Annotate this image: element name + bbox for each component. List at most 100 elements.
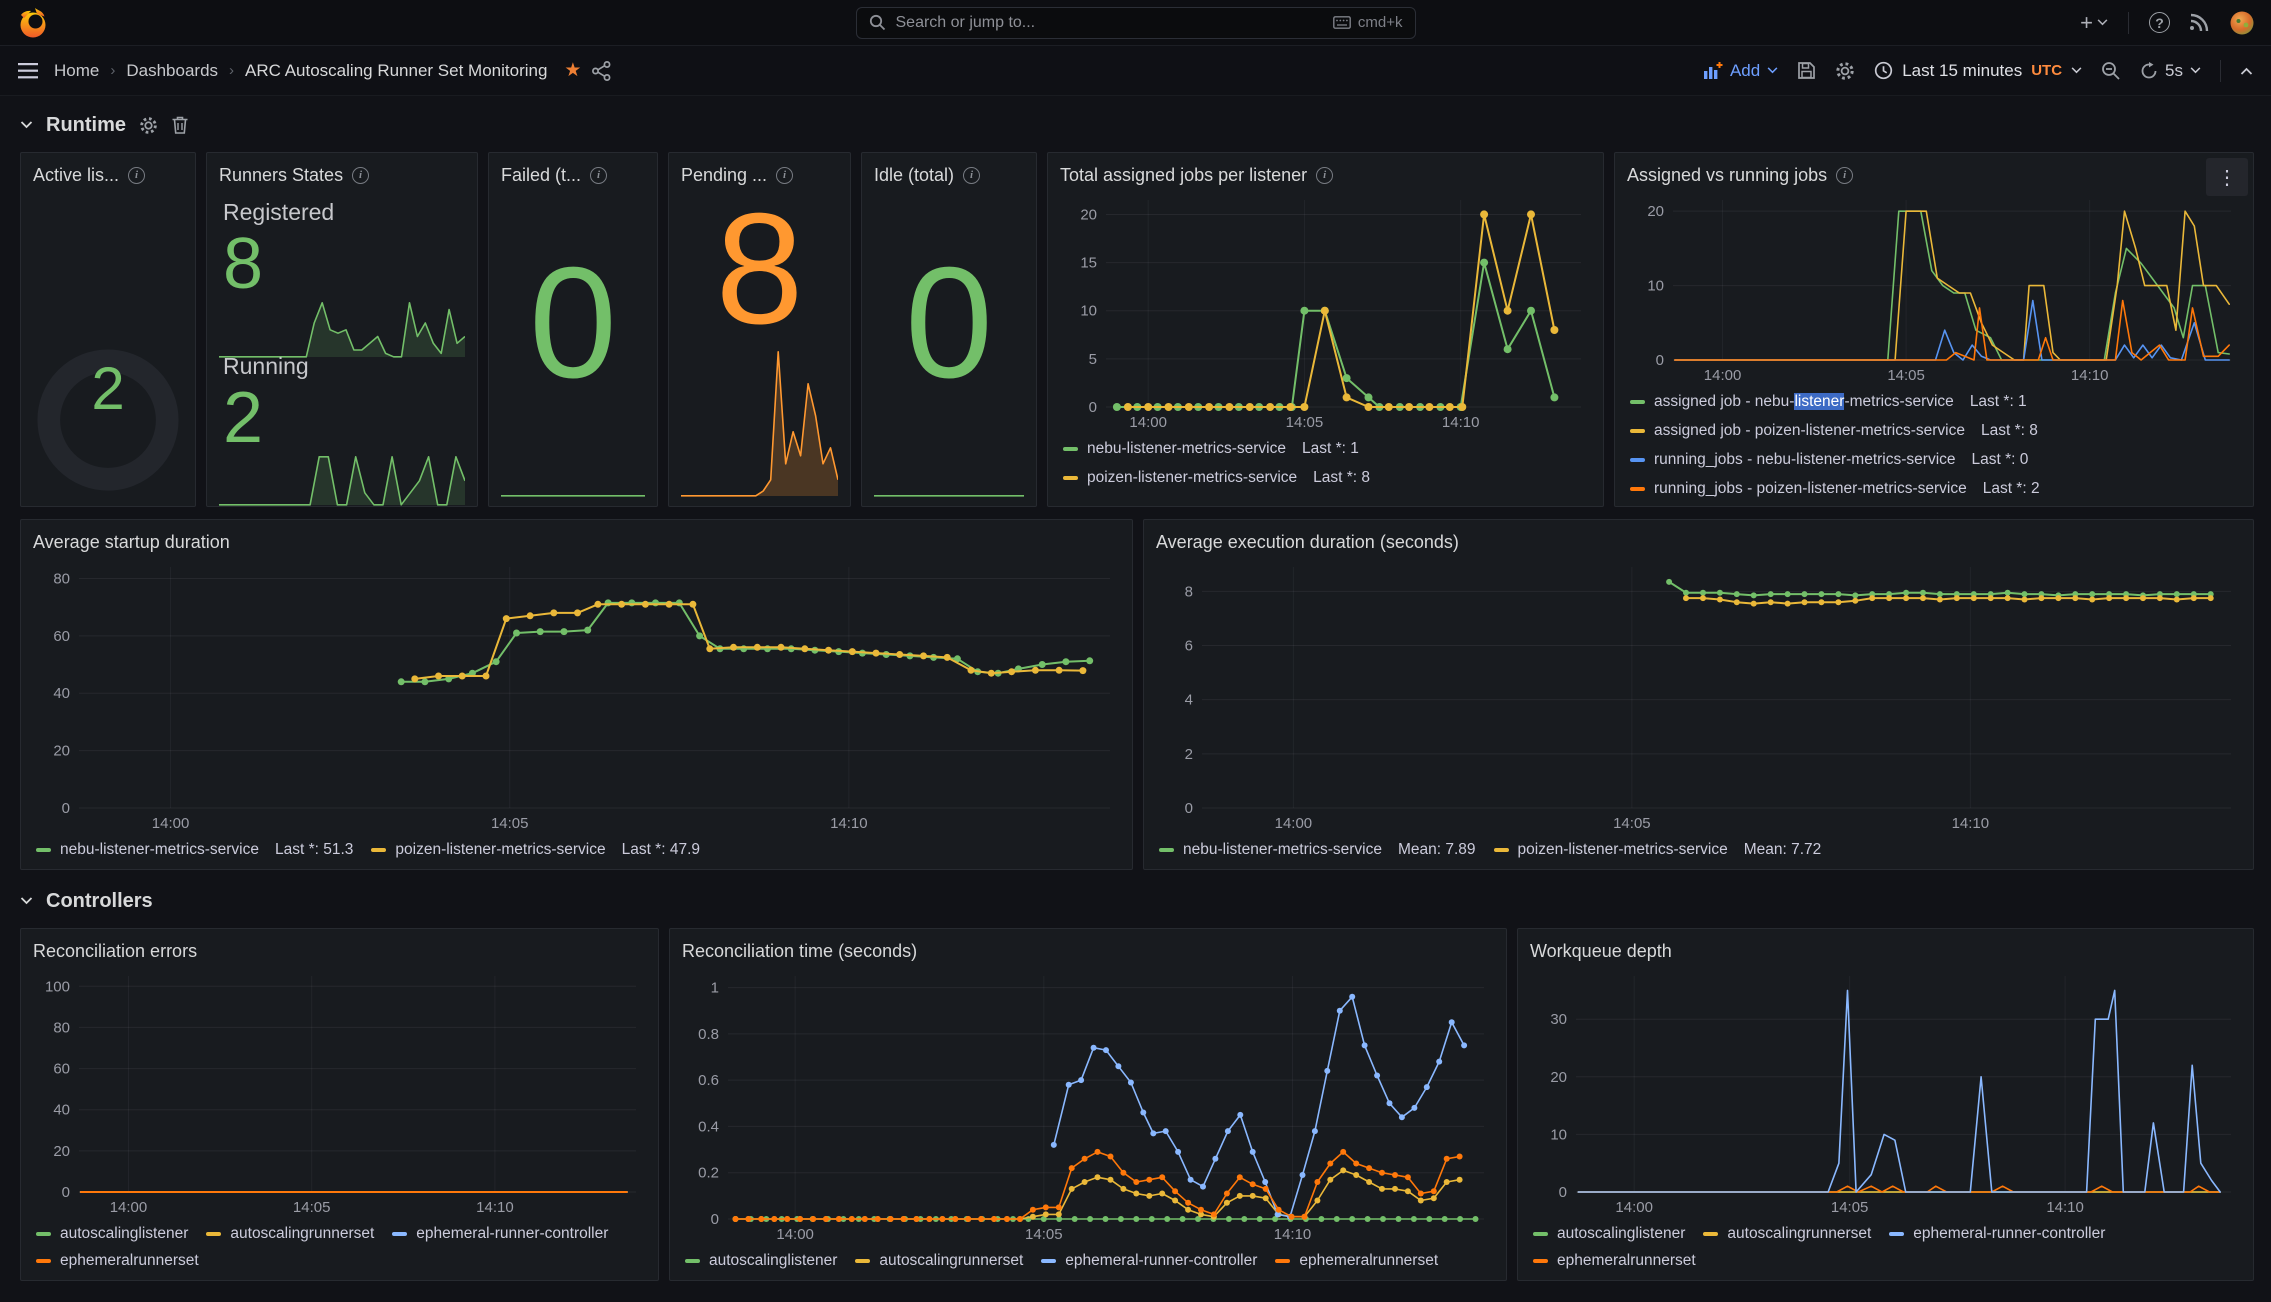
refresh-icon xyxy=(2141,61,2157,78)
panel-title[interactable]: Reconciliation errors xyxy=(33,940,198,961)
legend-item[interactable]: nebu-listener-metrics-service Last *: 51.… xyxy=(36,840,353,860)
legend-item[interactable]: autoscalinglistener xyxy=(685,1251,837,1271)
info-icon[interactable]: i xyxy=(963,166,981,184)
svg-text:0: 0 xyxy=(1089,399,1097,416)
legend-item[interactable]: running_jobs - nebu-listener-metrics-ser… xyxy=(1630,450,2241,470)
legend-item[interactable]: ephemeral-runner-controller xyxy=(1041,1251,1257,1271)
new-button[interactable]: + xyxy=(2080,10,2108,36)
panel-title[interactable]: Failed (t... xyxy=(501,164,582,185)
chart-total-assigned-jobs[interactable]: 0 5 10 15 20 14:00 14:05 14:10 xyxy=(1060,190,1591,433)
legend-item[interactable]: autoscalingrunnerset xyxy=(1703,1224,1871,1244)
legend-item[interactable]: autoscalinglistener xyxy=(36,1224,188,1244)
avatar[interactable] xyxy=(2229,10,2255,36)
legend-swatch xyxy=(1063,476,1078,480)
panel-avg-execution-duration: Average execution duration (seconds) 0 2 4… xyxy=(1143,519,2254,870)
panel-menu-kebab-icon[interactable]: ⋮ xyxy=(2206,158,2248,196)
chart-workqueue-depth[interactable]: 0 10 20 30 14:00 14:05 14:10 xyxy=(1530,966,2241,1218)
gear-icon[interactable] xyxy=(1835,61,1855,81)
grafana-logo[interactable] xyxy=(16,6,50,40)
row-header-controllers: Controllers xyxy=(20,886,153,916)
svg-text:60: 60 xyxy=(53,1061,70,1078)
legend-item[interactable]: nebu-listener-metrics-service Last *: 1 xyxy=(1063,439,1591,459)
zoom-out-icon[interactable] xyxy=(2101,61,2121,81)
panel-assigned-vs-running: Assigned vs running jobs i ⋮ 0 10 20 14:00 1… xyxy=(1614,152,2254,507)
legend-item[interactable]: ephemeral-runner-controller xyxy=(392,1224,608,1244)
legend-label: ephemeral-runner-controller xyxy=(1913,1225,2106,1242)
favorite-star-icon[interactable]: ★ xyxy=(564,60,582,81)
row-title-runtime[interactable]: Runtime xyxy=(46,113,126,136)
legend-item[interactable]: autoscalingrunnerset xyxy=(855,1251,1023,1271)
svg-text:0: 0 xyxy=(62,800,70,817)
chart-reconciliation-errors[interactable]: 0 20 40 60 80 100 14:00 14:05 14:10 xyxy=(33,966,646,1218)
info-icon[interactable]: i xyxy=(1836,166,1854,184)
svg-text:80: 80 xyxy=(53,1019,70,1036)
menu-icon[interactable] xyxy=(18,62,38,79)
save-icon[interactable] xyxy=(1797,61,1816,80)
add-button[interactable]: Add xyxy=(1703,61,1778,81)
help-icon[interactable]: ? xyxy=(2149,12,2170,33)
chart-avg-startup-duration[interactable]: 0 20 40 60 80 14:00 14:05 14:10 xyxy=(33,557,1120,834)
chevron-down-icon[interactable] xyxy=(20,897,33,905)
info-icon[interactable]: i xyxy=(590,166,608,184)
legend-value: Mean: 7.72 xyxy=(1743,841,1822,858)
info-icon[interactable]: i xyxy=(128,166,146,184)
panel-title[interactable]: Assigned vs running jobs xyxy=(1627,164,1828,185)
time-range-picker[interactable]: Last 15 minutes UTC xyxy=(1874,61,2082,81)
row-gear-icon[interactable] xyxy=(139,116,158,135)
panel-title[interactable]: Average execution duration (seconds) xyxy=(1156,531,1459,552)
legend-item[interactable]: assigned job - poizen-listener-metrics-s… xyxy=(1630,421,2241,441)
legend-item[interactable]: ephemeralrunnerset xyxy=(36,1251,199,1271)
search-input[interactable]: Search or jump to... cmd+k xyxy=(855,6,1416,39)
trash-icon[interactable] xyxy=(171,115,189,135)
legend-item[interactable]: ephemeralrunnerset xyxy=(1275,1251,1438,1271)
svg-text:14:00: 14:00 xyxy=(776,1226,814,1243)
legend-item[interactable]: nebu-listener-metrics-service Mean: 7.89 xyxy=(1159,840,1476,860)
chart-avg-execution-duration[interactable]: 0 2 4 6 8 14:00 14:05 14:10 xyxy=(1156,557,2241,834)
svg-text:30: 30 xyxy=(1550,1011,1567,1028)
chevron-down-icon[interactable] xyxy=(20,121,33,129)
legend-item[interactable]: autoscalingrunnerset xyxy=(206,1224,374,1244)
legend-label: running_jobs - poizen-listener-metrics-s… xyxy=(1654,480,1967,497)
panel-title[interactable]: Workqueue depth xyxy=(1530,940,1672,961)
svg-text:4: 4 xyxy=(1185,692,1193,709)
legend-swatch xyxy=(1889,1232,1905,1236)
svg-text:15: 15 xyxy=(1080,255,1097,272)
legend-swatch xyxy=(1493,848,1509,852)
legend-item[interactable]: running_jobs - poizen-listener-metrics-s… xyxy=(1630,479,2241,499)
legend-swatch xyxy=(685,1259,700,1263)
share-icon[interactable] xyxy=(592,60,611,81)
panel-title[interactable]: Idle (total) xyxy=(874,164,955,185)
legend-item[interactable]: assigned job - nebu-listener-metrics-ser… xyxy=(1630,392,2241,412)
panel-pending: Pending ... i 8 xyxy=(668,152,851,507)
legend-swatch xyxy=(1630,458,1645,462)
svg-text:14:10: 14:10 xyxy=(830,815,868,832)
refresh-picker[interactable]: 5s xyxy=(2140,61,2201,81)
breadcrumb-home[interactable]: Home xyxy=(54,60,100,80)
svg-text:14:10: 14:10 xyxy=(476,1199,514,1216)
chart-reconciliation-time[interactable]: 0 0.2 0.4 0.6 0.8 1 14:00 14:05 14:10 xyxy=(682,966,1494,1245)
chart-assigned-vs-running[interactable]: 0 10 20 14:00 14:05 14:10 xyxy=(1627,190,2241,386)
info-icon[interactable]: i xyxy=(352,166,370,184)
legend-item[interactable]: poizen-listener-metrics-service Mean: 7.7… xyxy=(1493,840,1822,860)
legend-item[interactable]: autoscalinglistener xyxy=(1533,1224,1685,1244)
panel-title[interactable]: Average startup duration xyxy=(33,531,230,552)
refresh-interval-label: 5s xyxy=(2165,60,2183,80)
info-icon[interactable]: i xyxy=(1316,166,1334,184)
panel-title[interactable]: Total assigned jobs per listener xyxy=(1060,164,1308,185)
chevron-down-icon xyxy=(1767,67,1778,74)
legend-item[interactable]: poizen-listener-metrics-service Last *: 4… xyxy=(371,840,700,860)
gauge: 2 xyxy=(33,190,183,497)
panel-title[interactable]: Reconciliation time (seconds) xyxy=(682,940,918,961)
chevron-down-icon xyxy=(2097,19,2108,26)
rss-icon[interactable] xyxy=(2190,13,2209,32)
panel-title[interactable]: Runners States xyxy=(219,164,344,185)
panel-title[interactable]: Active lis... xyxy=(33,164,120,185)
info-icon[interactable]: i xyxy=(776,166,794,184)
row-title-controllers[interactable]: Controllers xyxy=(46,889,153,912)
chevron-up-icon[interactable] xyxy=(2240,67,2253,75)
legend-item[interactable]: ephemeralrunnerset xyxy=(1533,1251,1696,1271)
legend-item[interactable]: ephemeral-runner-controller xyxy=(1889,1224,2105,1244)
breadcrumb-dashboards[interactable]: Dashboards xyxy=(126,60,219,80)
gauge-arc xyxy=(37,349,179,491)
legend-item[interactable]: poizen-listener-metrics-service Last *: 8 xyxy=(1063,468,1591,488)
